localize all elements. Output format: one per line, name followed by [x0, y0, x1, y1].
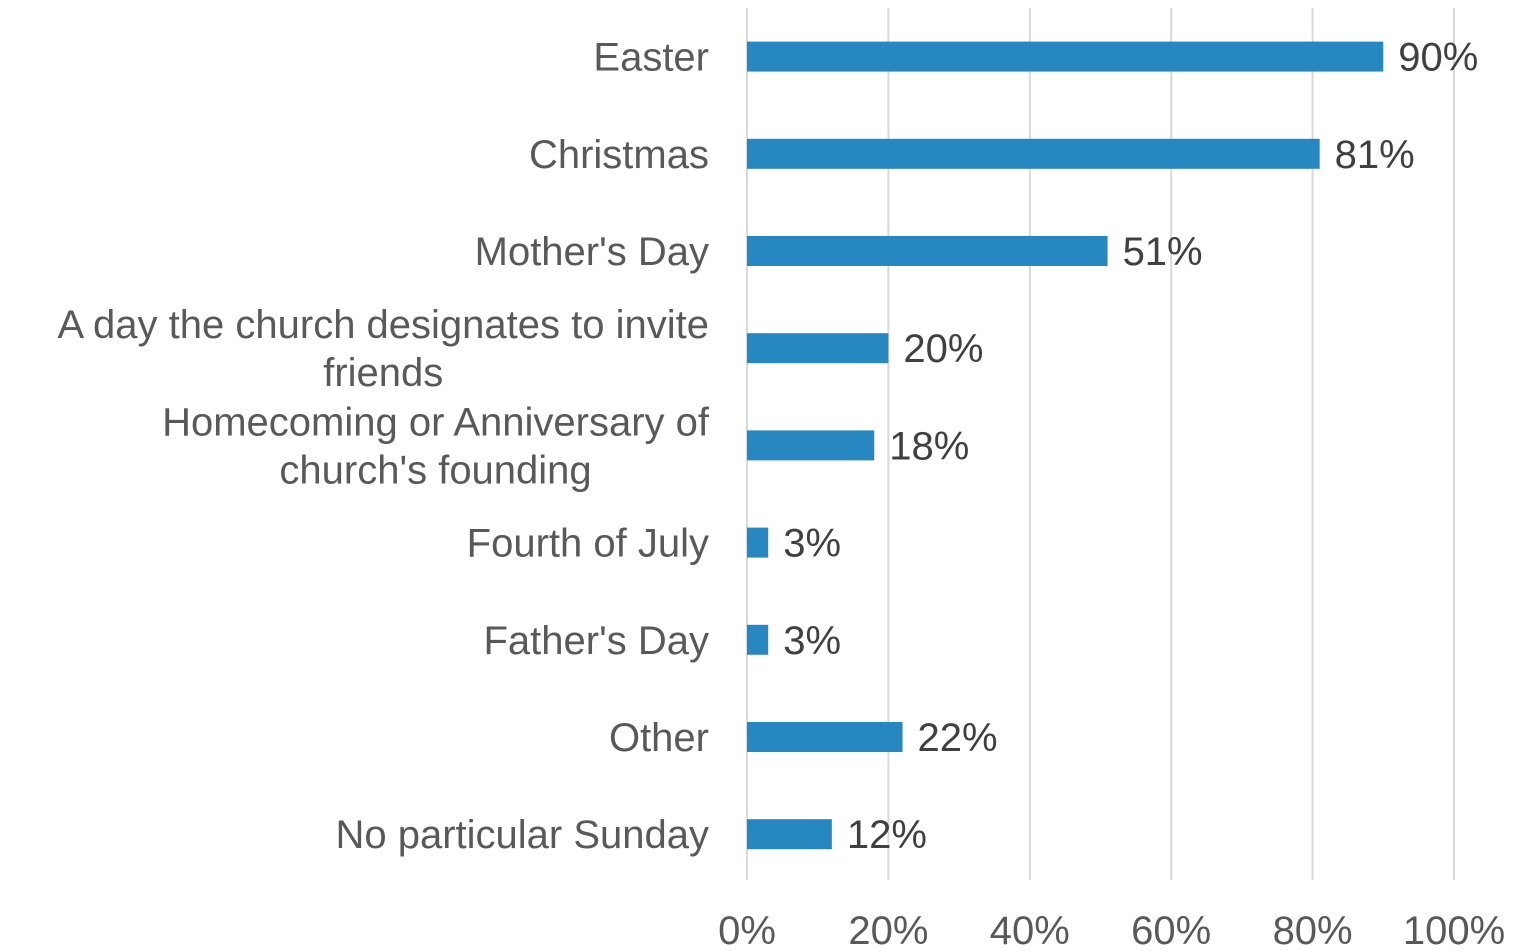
- category-label: Homecoming or Anniversary of church's fou…: [162, 400, 710, 492]
- category-label-line: Homecoming or Anniversary of: [162, 400, 710, 444]
- x-tick-label: 80%: [1273, 909, 1353, 951]
- x-tick-label: 0%: [718, 909, 776, 951]
- x-axis-tick-labels: 0% 20% 40% 60% 80% 100%: [718, 909, 1505, 951]
- category-label: No particular Sunday: [335, 813, 709, 857]
- bar: [747, 527, 769, 558]
- bars: [747, 41, 1384, 850]
- category-label-line: friends: [323, 351, 443, 395]
- category-label: Fourth of July: [467, 522, 709, 566]
- category-label: A day the church designates to invite fri…: [57, 303, 709, 395]
- bar: [747, 722, 903, 752]
- bar: [747, 430, 875, 461]
- data-label: 3%: [783, 522, 841, 566]
- x-tick-label: 40%: [990, 909, 1070, 951]
- category-label: Mother's Day: [475, 230, 709, 274]
- category-label: Other: [609, 716, 709, 760]
- data-label: 81%: [1335, 133, 1415, 177]
- category-label-line: A day the church designates to invite: [57, 303, 709, 347]
- data-label: 12%: [847, 813, 927, 857]
- data-label: 18%: [889, 424, 969, 468]
- bar: [747, 819, 832, 850]
- bar: [747, 624, 769, 655]
- category-label: Father's Day: [484, 619, 710, 663]
- category-label-line: church's founding: [279, 448, 591, 492]
- bar: [747, 41, 1384, 72]
- bar: [747, 236, 1108, 266]
- bar: [747, 333, 889, 364]
- x-tick-label: 60%: [1131, 909, 1211, 951]
- data-label: 3%: [783, 619, 841, 663]
- data-label: 90%: [1398, 36, 1478, 80]
- category-labels: Easter Christmas Mother's Day A day the chu…: [57, 36, 709, 858]
- category-label: Christmas: [529, 133, 709, 177]
- x-tick-label: 100%: [1403, 909, 1505, 951]
- data-label: 51%: [1123, 230, 1203, 274]
- bar: [747, 138, 1320, 169]
- x-tick-label: 20%: [848, 909, 928, 951]
- data-labels: 90% 81% 51% 20% 18% 3% 3% 22% 12%: [783, 36, 1478, 858]
- category-label: Easter: [593, 36, 709, 80]
- data-label: 22%: [918, 716, 998, 760]
- data-label: 20%: [903, 327, 983, 371]
